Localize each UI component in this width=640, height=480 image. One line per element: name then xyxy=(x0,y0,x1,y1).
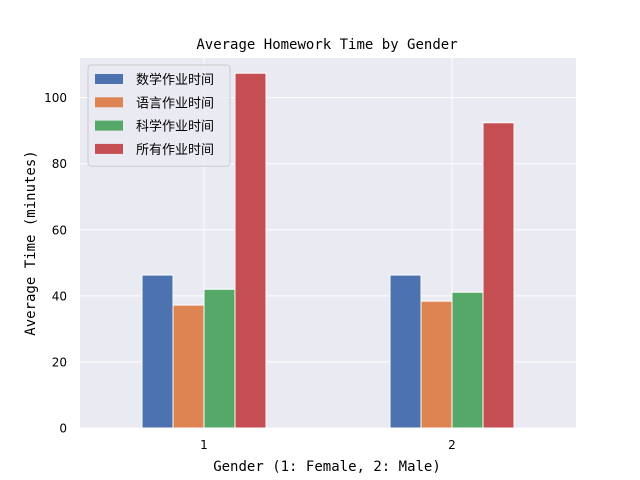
y-tick-label: 60 xyxy=(52,223,67,237)
x-axis-label: Gender (1: Female, 2: Male) xyxy=(213,459,441,475)
bar xyxy=(234,72,267,429)
legend-swatch xyxy=(95,120,123,131)
bar xyxy=(203,288,236,429)
legend-swatch xyxy=(95,74,123,84)
x-tick-label: 2 xyxy=(448,438,456,452)
y-tick-label: 40 xyxy=(52,289,67,303)
legend-frame xyxy=(87,64,231,167)
chart-title: Average Homework Time by Gender xyxy=(196,37,457,53)
bar xyxy=(141,274,174,429)
bar xyxy=(172,304,205,429)
y-tick-label: 80 xyxy=(52,157,67,171)
y-tick-label: 0 xyxy=(59,422,67,436)
legend-label: 语言作业时间 xyxy=(136,96,214,111)
bar xyxy=(482,122,515,429)
bars xyxy=(141,72,515,429)
legend-label: 数学作业时间 xyxy=(136,72,214,88)
y-tick-label: 20 xyxy=(52,355,67,369)
legend-label: 科学作业时间 xyxy=(136,119,214,135)
y-axis-label: Average Time (minutes) xyxy=(23,150,39,335)
y-tick-label: 100 xyxy=(44,91,67,105)
legend-swatch xyxy=(95,143,123,154)
bar xyxy=(389,274,422,429)
legend-label: 所有作业时间 xyxy=(136,143,214,158)
bar xyxy=(420,300,453,429)
legend-swatch xyxy=(95,97,123,108)
y-axis-ticks: 0 20 40 60 80 100 xyxy=(44,91,67,435)
x-tick-label: 1 xyxy=(200,438,208,452)
bar xyxy=(451,291,484,429)
